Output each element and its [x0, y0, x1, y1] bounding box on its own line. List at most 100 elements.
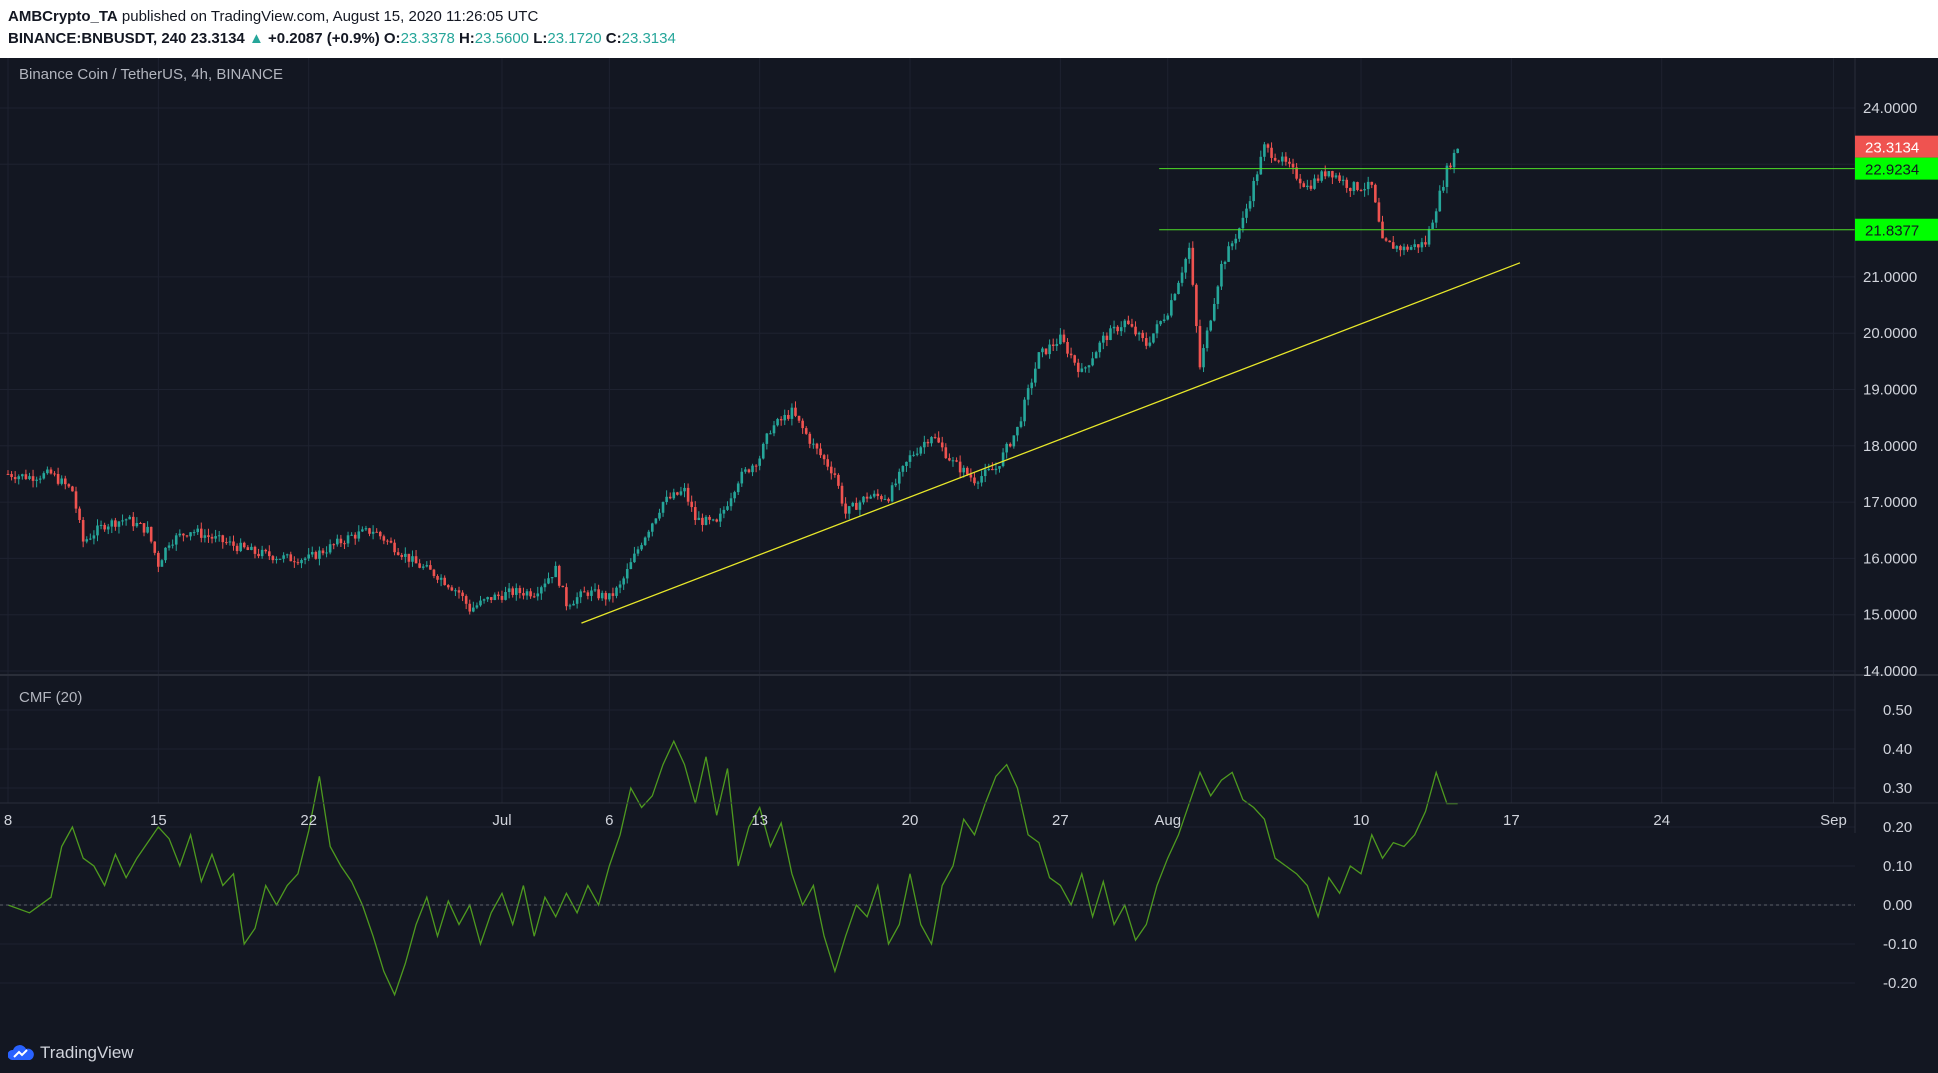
- candle: [425, 565, 429, 567]
- candle: [1402, 246, 1406, 251]
- chart-area[interactable]: 24.000023.000021.000020.000019.000018.00…: [0, 58, 1938, 1033]
- candle: [278, 558, 282, 560]
- candle: [1177, 282, 1180, 295]
- candle: [826, 459, 829, 467]
- candle: [1413, 244, 1417, 247]
- candle: [285, 554, 289, 556]
- candle: [1334, 175, 1338, 178]
- candle: [1352, 182, 1356, 192]
- price-label-text: 21.8377: [1865, 223, 1919, 240]
- candle: [772, 425, 776, 434]
- candle: [693, 507, 697, 521]
- candle: [801, 420, 804, 429]
- candle: [1173, 294, 1177, 301]
- candle: [1309, 185, 1313, 189]
- candle: [708, 516, 711, 520]
- candle: [586, 592, 590, 596]
- candle: [1102, 335, 1105, 343]
- last-price: 23.3134: [190, 30, 245, 47]
- time-tick-label: 22: [300, 812, 317, 829]
- time-tick-label: 20: [902, 812, 919, 829]
- candle: [1155, 324, 1159, 334]
- candle: [257, 553, 260, 557]
- tradingview-logo[interactable]: TradingView: [8, 1043, 134, 1063]
- trendline[interactable]: [581, 262, 1521, 624]
- candle: [78, 508, 81, 521]
- candle: [851, 502, 855, 507]
- price-tick-label: 21.0000: [1863, 269, 1917, 286]
- candle: [1019, 421, 1023, 427]
- up-arrow-icon: ▲: [248, 30, 264, 47]
- candle: [840, 485, 844, 504]
- time-axis[interactable]: 8 15 22 Jul 6 13 20 27 Aug 10 17 24 Sep: [0, 802, 1938, 829]
- candle: [579, 591, 583, 598]
- candle: [733, 492, 736, 499]
- candle: [998, 466, 1001, 469]
- published-text: published on TradingView.com, August 15,…: [121, 8, 539, 25]
- publisher-name[interactable]: AMBCrypto_TA: [8, 8, 118, 25]
- candle: [436, 575, 439, 580]
- candle: [1302, 183, 1306, 188]
- candle: [411, 556, 414, 562]
- candle: [96, 525, 99, 536]
- candle: [983, 469, 987, 477]
- candle: [518, 588, 522, 594]
- candle: [822, 455, 826, 460]
- candle: [618, 584, 622, 588]
- candle: [661, 501, 665, 513]
- candle: [808, 433, 812, 444]
- candle: [1091, 358, 1094, 366]
- candle: [199, 528, 203, 538]
- candle: [740, 471, 744, 484]
- candle: [636, 549, 640, 554]
- cmf-pane-title: CMF (20): [19, 689, 83, 706]
- candle: [887, 498, 890, 502]
- price-tick-label: 18.0000: [1863, 438, 1917, 455]
- candle: [640, 545, 643, 550]
- candle: [361, 529, 364, 532]
- candle: [611, 593, 615, 596]
- candle: [1277, 160, 1281, 162]
- candle: [303, 558, 307, 560]
- candle: [686, 487, 690, 502]
- candle: [690, 501, 693, 508]
- candle: [203, 535, 207, 538]
- candle: [1209, 320, 1212, 331]
- price-axis[interactable]: 24.000023.000021.000020.000019.000018.00…: [1863, 100, 1917, 680]
- candle: [1166, 315, 1170, 320]
- candle: [221, 535, 225, 543]
- candle: [783, 414, 787, 421]
- candle: [268, 551, 271, 557]
- candle: [973, 477, 976, 484]
- cmf-axis[interactable]: 0.50 0.40 0.30 0.20 0.10 0.00 -0.10 -0.20: [1883, 702, 1917, 992]
- cmf-tick-label: 0.20: [1883, 819, 1912, 836]
- candle: [1180, 272, 1184, 283]
- time-tick-label: 13: [751, 812, 768, 829]
- candle: [1191, 247, 1195, 285]
- candle: [719, 513, 722, 522]
- candle: [497, 594, 500, 596]
- candle: [300, 559, 303, 564]
- candle: [1388, 240, 1391, 243]
- price-label-box: [1855, 157, 1938, 180]
- candle: [1348, 187, 1352, 192]
- cmf-tick-label: 0.30: [1883, 780, 1912, 797]
- candle: [754, 465, 758, 467]
- low-value: 23.1720: [547, 30, 602, 47]
- price-tick-label: 17.0000: [1863, 494, 1917, 511]
- candle: [1062, 334, 1066, 343]
- candle: [328, 544, 332, 553]
- candle: [393, 542, 396, 553]
- candle: [1377, 202, 1381, 222]
- candle: [174, 535, 178, 545]
- candle: [715, 519, 719, 522]
- candle: [289, 554, 293, 562]
- candle: [951, 460, 955, 462]
- candle: [1323, 171, 1327, 177]
- candle: [976, 482, 980, 484]
- candle: [429, 565, 432, 570]
- candle: [991, 468, 994, 471]
- candle: [1234, 238, 1238, 244]
- candle: [1395, 246, 1399, 249]
- candle: [897, 471, 901, 484]
